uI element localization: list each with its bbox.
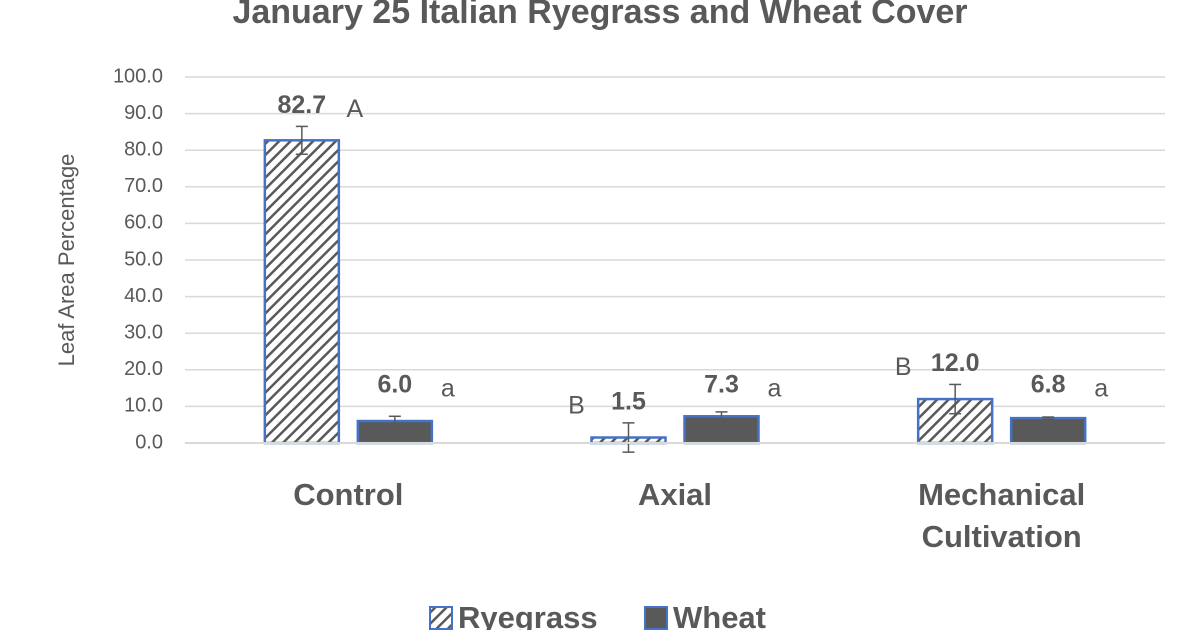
y-tick-label: 50.0 (124, 248, 163, 270)
value-label: 1.5 (611, 387, 646, 415)
y-tick-label: 60.0 (124, 212, 163, 234)
chart-title: January 25 Italian Ryegrass and Wheat Co… (232, 0, 967, 31)
x-tick-label: Control (293, 477, 404, 512)
significance-letter: a (441, 375, 455, 403)
significance-letter: A (346, 95, 363, 123)
bar (263, 139, 341, 445)
error-bar (715, 411, 728, 422)
y-tick-label: 100.0 (113, 65, 163, 87)
y-tick-label: 30.0 (124, 321, 163, 343)
y-tick-label: 80.0 (124, 138, 163, 160)
legend-label: Wheat (673, 600, 766, 630)
value-label: 82.7 (277, 91, 326, 119)
y-tick-label: 40.0 (124, 285, 163, 307)
error-bar (949, 383, 962, 415)
value-label: 7.3 (704, 371, 739, 399)
error-bar (295, 125, 308, 155)
y-tick-label: 10.0 (124, 395, 163, 417)
error-bar (622, 422, 635, 453)
legend-swatch (644, 606, 668, 630)
legend-label: Ryegrass (458, 600, 598, 630)
value-label: 12.0 (931, 349, 980, 377)
value-label: 6.0 (377, 371, 412, 399)
value-label: 6.8 (1031, 371, 1066, 399)
significance-letter: B (895, 353, 912, 381)
y-tick-label: 20.0 (124, 358, 163, 380)
y-tick-label: 90.0 (124, 102, 163, 124)
error-bar (1042, 416, 1055, 420)
legend-swatch (429, 606, 453, 630)
y-tick-label: 0.0 (135, 431, 163, 453)
significance-letter: B (568, 391, 585, 419)
x-tick-label: Mechanical Cultivation (918, 477, 1086, 554)
error-bar (388, 415, 401, 427)
significance-letter: a (1094, 375, 1108, 403)
y-tick-label: 70.0 (124, 175, 163, 197)
y-axis-label: Leaf Area Percentage (54, 154, 79, 367)
x-tick-label: Axial (637, 477, 713, 512)
significance-letter: a (768, 375, 782, 403)
bar (1009, 416, 1087, 445)
